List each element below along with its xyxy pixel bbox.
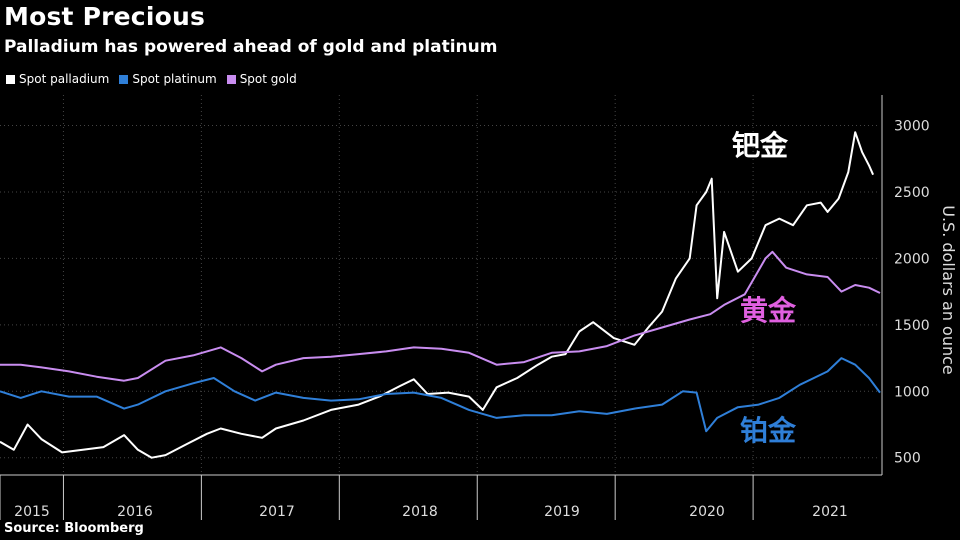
x-tick-label: 2020: [689, 504, 725, 520]
legend-swatch-platinum: [119, 74, 129, 84]
legend: Spot palladium Spot platinum Spot gold: [6, 72, 297, 86]
source-note: Source: Bloomberg: [4, 521, 144, 536]
y-tick-label: 2500: [894, 185, 930, 201]
y-tick-label: 1500: [894, 318, 930, 334]
legend-swatch-gold: [226, 74, 236, 84]
y-tick-label: 2000: [894, 251, 930, 267]
legend-item-platinum: Spot platinum: [119, 72, 217, 86]
y-tick-label: 3000: [894, 119, 930, 135]
legend-swatch-palladium: [6, 74, 15, 84]
annotation-gold: 黄金: [740, 294, 797, 327]
x-tick-label: 2015: [14, 504, 50, 520]
x-tick-label: 2021: [812, 504, 848, 520]
legend-item-palladium: Spot palladium: [6, 72, 109, 86]
annotation-platinum: 铂金: [740, 414, 797, 447]
series-line-platinum: [0, 357, 881, 433]
x-tick-label: 2017: [259, 504, 295, 520]
chart-subtitle: Palladium has powered ahead of gold and …: [4, 37, 498, 57]
annotation-palladium: 钯金: [732, 129, 789, 162]
series-line-palladium: [0, 131, 875, 459]
y-axis-title: U.S. dollars an ounce: [939, 205, 958, 375]
legend-label-platinum: Spot platinum: [132, 72, 217, 86]
legend-item-gold: Spot gold: [226, 72, 297, 86]
y-tick-label: 1000: [894, 384, 930, 400]
y-tick-label: 500: [894, 451, 921, 467]
x-tick-label: 2018: [402, 504, 438, 520]
x-tick-label: 2016: [117, 504, 153, 520]
legend-label-palladium: Spot palladium: [19, 72, 110, 86]
x-tick-label: 2019: [544, 504, 580, 520]
chart-title: Most Precious: [4, 2, 206, 31]
series-line-gold: [0, 250, 881, 382]
legend-label-gold: Spot gold: [239, 72, 297, 86]
